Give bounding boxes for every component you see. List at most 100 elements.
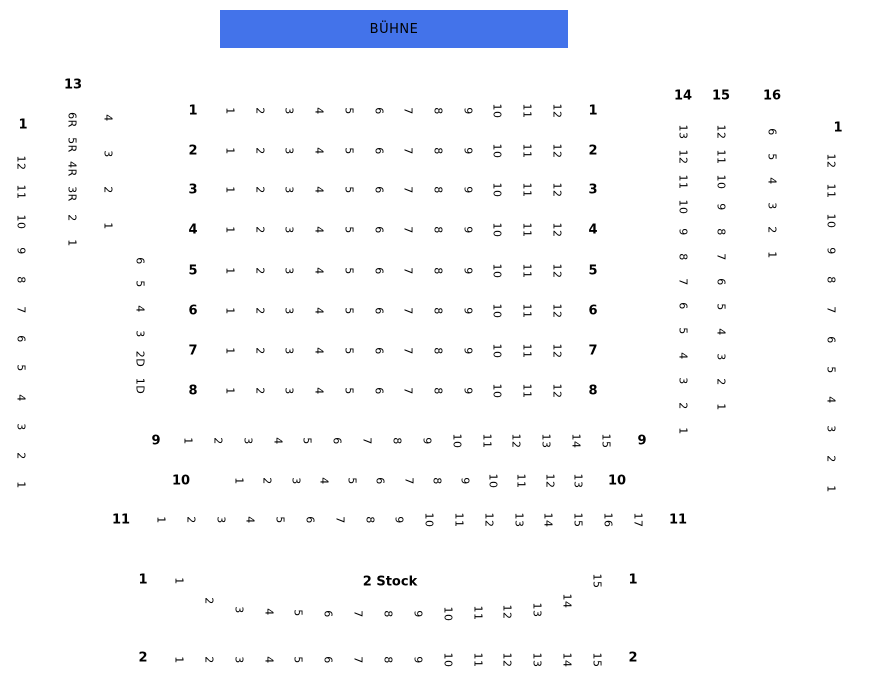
right-block-15-seat-9[interactable]: 9 bbox=[714, 203, 728, 211]
parkett-row-7-seat-8[interactable]: 8 bbox=[431, 347, 445, 355]
right-block-15-seat-10[interactable]: 10 bbox=[714, 174, 728, 190]
parkett-row-5-seat-4[interactable]: 4 bbox=[312, 267, 326, 275]
row-11-seat-10[interactable]: 10 bbox=[422, 512, 436, 528]
right-block-14-seat-7[interactable]: 7 bbox=[676, 278, 690, 286]
stock2-row-1-seat-10[interactable]: 10 bbox=[441, 606, 455, 622]
stock2-row-2-seat-3[interactable]: 3 bbox=[232, 656, 246, 664]
parkett-row-2-seat-7[interactable]: 7 bbox=[401, 147, 415, 155]
parkett-row-6-seat-9[interactable]: 9 bbox=[461, 307, 475, 315]
parkett-row-4-seat-3[interactable]: 3 bbox=[282, 226, 296, 234]
parkett-row-3-seat-8[interactable]: 8 bbox=[431, 186, 445, 194]
parkett-row-8-seat-11[interactable]: 11 bbox=[520, 383, 534, 399]
left-inner-column-seat-4[interactable]: 4 bbox=[101, 114, 115, 122]
parkett-row-8-seat-1[interactable]: 1 bbox=[223, 387, 237, 395]
right-block-15-seat-5[interactable]: 5 bbox=[714, 303, 728, 311]
stock2-row-1-seat-14[interactable]: 14 bbox=[560, 593, 574, 609]
parkett-row-7-seat-9[interactable]: 9 bbox=[461, 347, 475, 355]
row-10-seat-12[interactable]: 12 bbox=[543, 473, 557, 489]
left-block-13-seat-1[interactable]: 1 bbox=[65, 239, 79, 247]
parkett-row-8-seat-10[interactable]: 10 bbox=[490, 383, 504, 399]
parkett-row-3-seat-10[interactable]: 10 bbox=[490, 182, 504, 198]
row-11-seat-11[interactable]: 11 bbox=[452, 512, 466, 528]
parkett-row-3-seat-1[interactable]: 1 bbox=[223, 186, 237, 194]
parkett-row-3-seat-9[interactable]: 9 bbox=[461, 186, 475, 194]
parkett-row-7-seat-5[interactable]: 5 bbox=[342, 347, 356, 355]
left-block-13-seat-2[interactable]: 2 bbox=[65, 214, 79, 222]
parkett-row-7-seat-7[interactable]: 7 bbox=[401, 347, 415, 355]
parkett-row-7-seat-11[interactable]: 11 bbox=[520, 343, 534, 359]
right-outer-block-seat-9[interactable]: 9 bbox=[824, 247, 838, 255]
stock2-row-1-seat-4[interactable]: 4 bbox=[262, 608, 276, 616]
row-9-seat-1[interactable]: 1 bbox=[181, 437, 195, 445]
row-9-seat-9[interactable]: 9 bbox=[420, 437, 434, 445]
parkett-row-3-seat-7[interactable]: 7 bbox=[401, 186, 415, 194]
stock2-row-2-seat-6[interactable]: 6 bbox=[321, 656, 335, 664]
right-outer-block-seat-7[interactable]: 7 bbox=[824, 306, 838, 314]
row-10-seat-11[interactable]: 11 bbox=[514, 473, 528, 489]
right-outer-block-seat-4[interactable]: 4 bbox=[824, 396, 838, 404]
left-mid-column-seat-5[interactable]: 5 bbox=[133, 280, 147, 288]
right-outer-block-seat-11[interactable]: 11 bbox=[824, 183, 838, 199]
parkett-row-7-seat-12[interactable]: 12 bbox=[550, 343, 564, 359]
row-10-seat-9[interactable]: 9 bbox=[458, 477, 472, 485]
right-block-16-seat-3[interactable]: 3 bbox=[765, 202, 779, 210]
parkett-row-6-seat-10[interactable]: 10 bbox=[490, 303, 504, 319]
right-outer-block-seat-12[interactable]: 12 bbox=[824, 153, 838, 169]
row-11-seat-17[interactable]: 17 bbox=[631, 512, 645, 528]
parkett-row-2-seat-3[interactable]: 3 bbox=[282, 147, 296, 155]
stock2-row-2-seat-1[interactable]: 1 bbox=[172, 656, 186, 664]
parkett-row-5-seat-6[interactable]: 6 bbox=[372, 267, 386, 275]
stock2-row-1-seat-2[interactable]: 2 bbox=[202, 597, 216, 605]
parkett-row-6-seat-8[interactable]: 8 bbox=[431, 307, 445, 315]
right-block-15-seat-12[interactable]: 12 bbox=[714, 124, 728, 140]
left-outer-block-seat-4[interactable]: 4 bbox=[14, 394, 28, 402]
right-outer-block-seat-6[interactable]: 6 bbox=[824, 336, 838, 344]
parkett-row-2-seat-12[interactable]: 12 bbox=[550, 143, 564, 159]
row-11-seat-3[interactable]: 3 bbox=[214, 516, 228, 524]
parkett-row-5-seat-1[interactable]: 1 bbox=[223, 267, 237, 275]
row-11-seat-6[interactable]: 6 bbox=[303, 516, 317, 524]
parkett-row-1-seat-5[interactable]: 5 bbox=[342, 107, 356, 115]
right-block-15-seat-11[interactable]: 11 bbox=[714, 149, 728, 165]
stock2-row-1-seat-9[interactable]: 9 bbox=[411, 610, 425, 618]
parkett-row-3-seat-6[interactable]: 6 bbox=[372, 186, 386, 194]
row-10-seat-4[interactable]: 4 bbox=[317, 477, 331, 485]
stock2-row-2-seat-7[interactable]: 7 bbox=[351, 656, 365, 664]
stock2-row-1-seat-12[interactable]: 12 bbox=[500, 604, 514, 620]
stock2-row-2-seat-15[interactable]: 15 bbox=[590, 652, 604, 668]
row-10-seat-3[interactable]: 3 bbox=[289, 477, 303, 485]
parkett-row-8-seat-9[interactable]: 9 bbox=[461, 387, 475, 395]
stock2-row-2-seat-2[interactable]: 2 bbox=[202, 656, 216, 664]
parkett-row-7-seat-1[interactable]: 1 bbox=[223, 347, 237, 355]
row-9-seat-8[interactable]: 8 bbox=[390, 437, 404, 445]
left-block-13-seat-5R[interactable]: 5R bbox=[65, 137, 79, 153]
left-mid-column-seat-6[interactable]: 6 bbox=[133, 257, 147, 265]
parkett-row-6-seat-11[interactable]: 11 bbox=[520, 303, 534, 319]
right-block-14-seat-8[interactable]: 8 bbox=[676, 253, 690, 261]
parkett-row-4-seat-1[interactable]: 1 bbox=[223, 226, 237, 234]
parkett-row-3-seat-11[interactable]: 11 bbox=[520, 182, 534, 198]
row-11-seat-16[interactable]: 16 bbox=[601, 512, 615, 528]
parkett-row-5-seat-5[interactable]: 5 bbox=[342, 267, 356, 275]
stock2-row-1-seat-5[interactable]: 5 bbox=[291, 609, 305, 617]
row-11-seat-12[interactable]: 12 bbox=[482, 512, 496, 528]
row-9-seat-6[interactable]: 6 bbox=[330, 437, 344, 445]
left-block-13-seat-3R[interactable]: 3R bbox=[65, 186, 79, 202]
parkett-row-7-seat-4[interactable]: 4 bbox=[312, 347, 326, 355]
parkett-row-7-seat-2[interactable]: 2 bbox=[253, 347, 267, 355]
stock2-row-1-seat-6[interactable]: 6 bbox=[321, 610, 335, 618]
stock2-row-1-seat-13[interactable]: 13 bbox=[530, 602, 544, 618]
right-outer-block-seat-1[interactable]: 1 bbox=[824, 485, 838, 493]
parkett-row-4-seat-7[interactable]: 7 bbox=[401, 226, 415, 234]
parkett-row-6-seat-3[interactable]: 3 bbox=[282, 307, 296, 315]
stock2-row-2-seat-10[interactable]: 10 bbox=[441, 652, 455, 668]
row-9-seat-15[interactable]: 15 bbox=[599, 433, 613, 449]
right-outer-block-seat-2[interactable]: 2 bbox=[824, 455, 838, 463]
right-block-15-seat-6[interactable]: 6 bbox=[714, 278, 728, 286]
stock2-row-1-seat-3[interactable]: 3 bbox=[232, 606, 246, 614]
row-9-seat-3[interactable]: 3 bbox=[241, 437, 255, 445]
stock2-row-2-seat-14[interactable]: 14 bbox=[560, 652, 574, 668]
right-outer-block-seat-3[interactable]: 3 bbox=[824, 425, 838, 433]
parkett-row-4-seat-10[interactable]: 10 bbox=[490, 222, 504, 238]
right-block-16-seat-4[interactable]: 4 bbox=[765, 177, 779, 185]
